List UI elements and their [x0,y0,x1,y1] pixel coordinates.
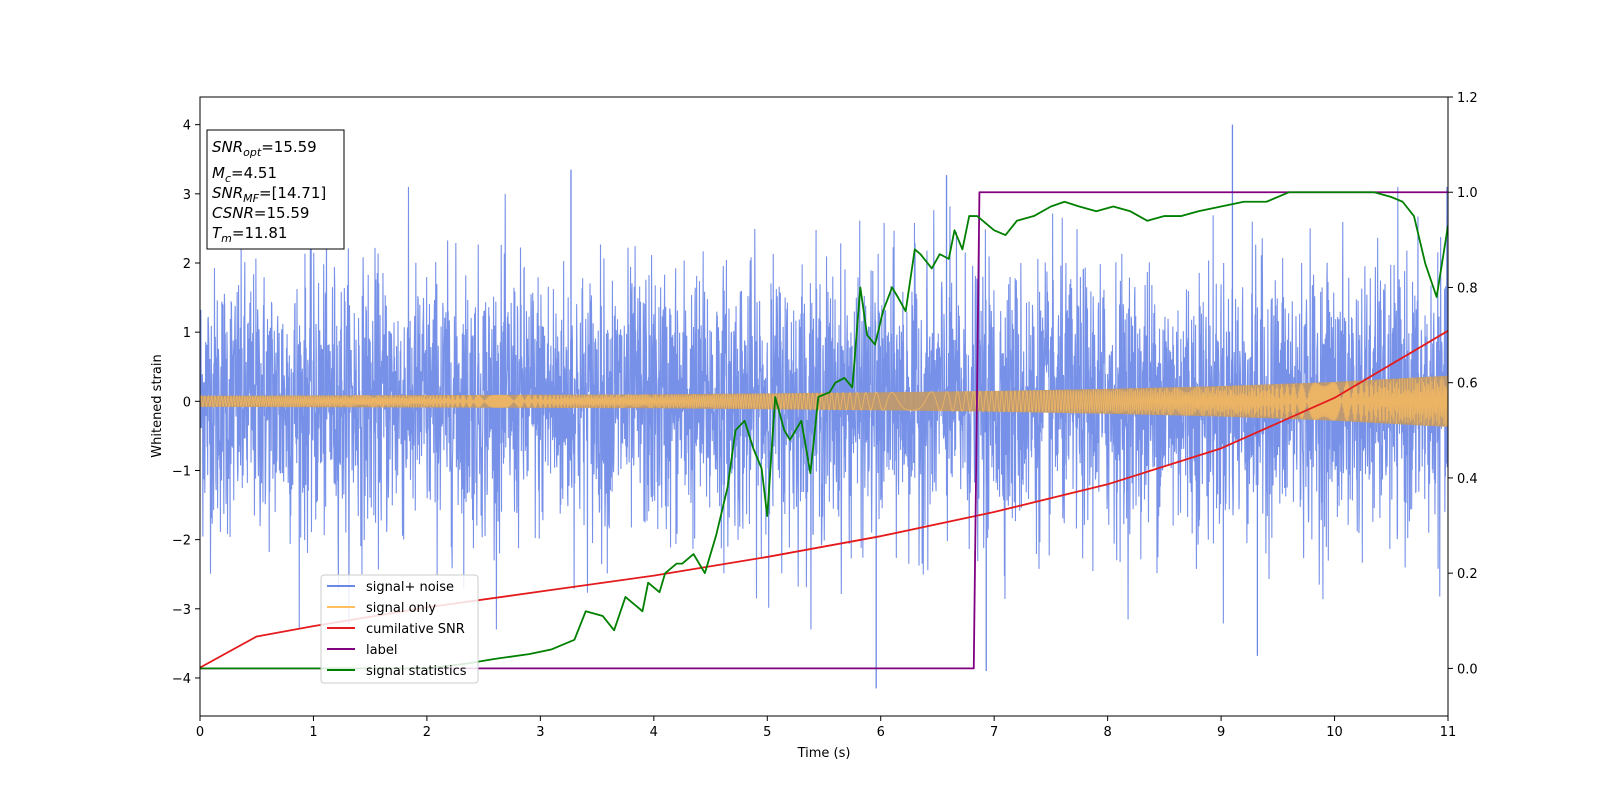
x-tick-label: 9 [1217,725,1225,740]
y-right-tick-label: 0.4 [1457,472,1478,487]
x-tick-label: 11 [1440,725,1457,740]
legend: signal+ noise signal only cumilative SNR la… [320,574,479,684]
y-axis-left: −4 −3 −2 −1 0 1 2 3 4 [172,119,200,687]
annotation-frame [206,129,345,250]
y-right-tick-label: 0.6 [1457,377,1478,392]
y-right-tick-label: 1.0 [1457,186,1478,201]
annotation-line: CSNR=15.59 [212,204,309,222]
y-right-tick-label: 1.2 [1457,91,1478,106]
x-tick-label: 5 [763,725,771,740]
y-left-tick-label: 0 [183,395,191,410]
signal-statistics-series [200,191,1448,670]
legend-frame [320,574,479,684]
annotation-line: Mc=4.51 [212,164,277,185]
y-left-tick-label: 3 [183,188,191,203]
label-series [200,191,1448,670]
x-tick-label: 1 [309,725,317,740]
signal-only-band [200,375,1448,427]
annotation-line: SNRopt=15.59 [212,138,317,159]
y-left-tick-label: 2 [183,257,191,272]
cumulative-snr-series [200,329,1448,669]
y-left-tick-label: −3 [172,603,191,618]
signal-only-series [200,375,1448,427]
y-left-tick-label: −2 [172,534,191,549]
x-tick-label: 8 [1103,725,1111,740]
x-tick-label: 0 [196,725,204,740]
y-left-tick-label: 1 [183,326,191,341]
y-left-tick-label: 4 [183,119,191,134]
label-line [200,191,1448,670]
legend-entry: signal+ noise [366,580,454,595]
annotation-line: SNRMF=[14.71] [212,184,326,205]
legend-entry: cumilative SNR [366,622,465,637]
x-axis-label: Time (s) [797,746,851,761]
signal-statistics-line [200,191,1448,670]
y-right-tick-label: 0.0 [1457,662,1478,677]
snr-annotation-box: SNRopt=15.59 Mc=4.51SNRMF=[14.71]CSNR=15.… [206,129,345,250]
annotation-line: Tm=11.81 [212,224,287,245]
x-axis: 0 1 2 3 4 5 6 7 8 9 10 11 [196,716,1456,740]
x-tick-label: 10 [1326,725,1343,740]
x-tick-label: 7 [990,725,998,740]
y-axis-right: 0.0 0.2 0.4 0.6 0.8 1.0 1.2 [1448,91,1478,677]
plot-frame [199,96,1449,717]
y-right-tick-label: 0.8 [1457,281,1478,296]
x-tick-label: 3 [536,725,544,740]
y-left-tick-label: −1 [172,464,191,479]
signal-only-line [200,376,1448,427]
y-axis-label: Whitened strain [150,354,165,457]
y-left-tick-label: −4 [172,672,191,687]
x-tick-label: 6 [877,725,885,740]
cumulative-snr-line [200,329,1448,669]
legend-entry: signal only [366,601,436,616]
y-right-tick-label: 0.2 [1457,567,1478,582]
legend-entry: label [366,643,397,658]
legend-entry: signal statistics [366,664,467,679]
x-tick-label: 2 [423,725,431,740]
x-tick-label: 4 [650,725,658,740]
